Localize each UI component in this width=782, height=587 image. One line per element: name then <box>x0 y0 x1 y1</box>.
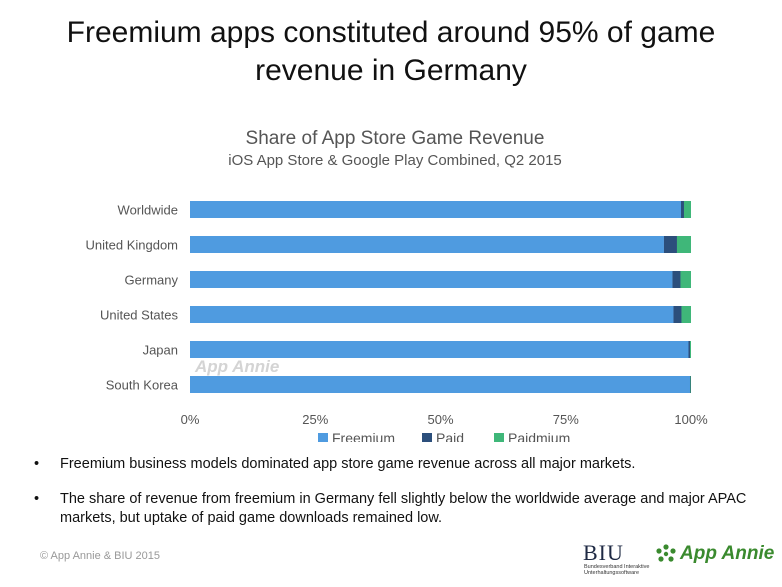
slide-title-line-2: revenue in Germany <box>255 54 527 87</box>
app-annie-logo-icon <box>656 544 676 562</box>
category-label: Japan <box>143 343 178 358</box>
bar-paid-united-states <box>673 306 682 323</box>
slide-title-line-1: Freemium apps constituted around 95% of … <box>66 16 716 49</box>
slide-title: Freemium apps constituted around 95% of … <box>0 14 782 90</box>
app-annie-watermark: App Annie <box>194 357 279 376</box>
bar-paidmium-worldwide <box>683 201 691 218</box>
biu-logo-subtitle: Bundesverband Interaktive Unterhaltungss… <box>584 564 650 576</box>
legend-swatch-paid <box>422 433 432 442</box>
bar-freemium-worldwide <box>190 201 681 218</box>
bar-freemium-germany <box>190 271 673 288</box>
bar-paid-united-kingdom <box>663 236 677 253</box>
x-tick-label: 50% <box>427 412 453 427</box>
category-label: Germany <box>125 273 179 288</box>
biu-logo: BIU <box>583 540 624 565</box>
bar-freemium-japan <box>190 341 689 358</box>
bar-freemium-united-kingdom <box>190 236 664 253</box>
category-label: Worldwide <box>118 203 178 218</box>
legend-swatch-freemium <box>318 433 328 442</box>
bar-paidmium-japan <box>689 341 691 358</box>
category-label: South Korea <box>106 378 179 393</box>
x-tick-label: 0% <box>181 412 200 427</box>
legend-label-freemium: Freemium <box>332 430 395 442</box>
bar-paid-worldwide <box>680 201 684 218</box>
chart: Share of App Store Game Revenue iOS App … <box>30 122 760 442</box>
bar-paidmium-germany <box>680 271 691 288</box>
bar-freemium-united-states <box>190 306 674 323</box>
legend-label-paid: Paid <box>436 430 464 442</box>
bar-freemium-south-korea <box>190 376 690 393</box>
chart-title: Share of App Store Game Revenue <box>245 128 545 149</box>
bar-paid-south-korea <box>689 376 691 393</box>
chart-canvas: App Annie Worldwide United Kingdom Germany U… <box>86 201 708 442</box>
chart-subtitle: iOS App Store & Google Play Combined, Q2… <box>228 152 562 169</box>
bullet-item: Freemium business models dominated app s… <box>30 455 760 474</box>
x-tick-label: 100% <box>674 412 708 427</box>
copyright-footer: © App Annie & BIU 2015 <box>40 550 161 562</box>
bar-paid-germany <box>672 271 681 288</box>
app-annie-logo: App Annie <box>680 543 775 564</box>
x-tick-label: 75% <box>553 412 579 427</box>
bar-paidmium-united-kingdom <box>676 236 691 253</box>
bar-paidmium-south-korea <box>690 376 691 393</box>
bullet-item: The share of revenue from freemium in Ge… <box>30 490 760 528</box>
legend-label-paidmium: Paidmium <box>508 430 570 442</box>
bullet-list: Freemium business models dominated app s… <box>30 455 760 544</box>
category-label: United States <box>100 308 179 323</box>
x-tick-label: 25% <box>302 412 328 427</box>
legend-swatch-paidmium <box>494 433 504 442</box>
bar-paidmium-united-states <box>681 306 691 323</box>
category-label: United Kingdom <box>86 238 179 253</box>
bar-paid-japan <box>688 341 690 358</box>
